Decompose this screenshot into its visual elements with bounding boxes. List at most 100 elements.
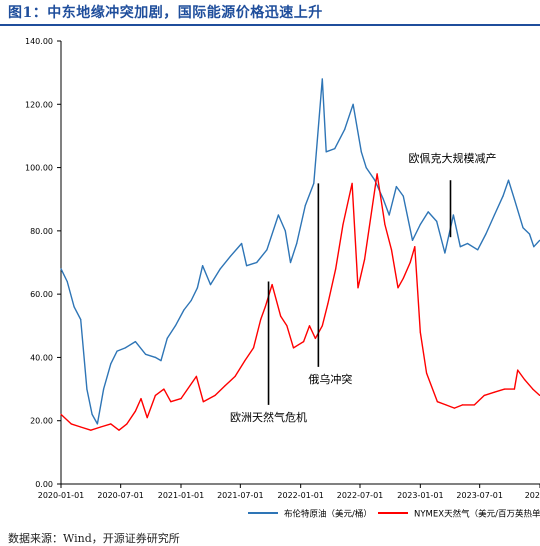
y-tick-label: 140.00 [25, 37, 53, 46]
brent-data-point [209, 284, 212, 286]
natgas-data-point [234, 375, 236, 377]
brent-data-point [427, 211, 429, 213]
natgas-data-point [504, 388, 506, 390]
natgas-data-point [286, 325, 288, 327]
nymex-natgas-line [60, 173, 540, 431]
natgas-data-point [308, 325, 311, 327]
natgas-data-point [327, 303, 329, 305]
brent-data-point [196, 287, 198, 289]
brent-data-point [60, 268, 62, 270]
natgas-data-point [409, 261, 411, 264]
natgas-data-point [397, 287, 399, 289]
brent-data-point [284, 230, 286, 232]
natgas-data-point [154, 394, 156, 396]
brent-data-point [183, 309, 185, 311]
x-tick-label: 2021-01-01 [158, 491, 205, 500]
brent-data-point [493, 214, 495, 216]
natgas-data-point [414, 246, 416, 248]
natgas-data-point [297, 344, 299, 346]
brent-data-point [304, 204, 306, 207]
brent-data-point [344, 129, 346, 131]
natgas-data-point [260, 318, 262, 321]
natgas-data-point [146, 417, 148, 419]
brent-data-point [360, 151, 362, 153]
brent-data-point [444, 252, 446, 254]
natgas-data-point [342, 223, 344, 226]
natgas-data-point [493, 391, 495, 393]
brent-data-point [485, 233, 487, 235]
natgas-data-point [118, 429, 120, 431]
natgas-data-point [280, 315, 282, 317]
x-tick-label: 2022-07-01 [337, 491, 384, 500]
x-tick-label: 2020-07-01 [97, 491, 144, 500]
natgas-data-point [195, 375, 197, 377]
natgas-data-point [70, 423, 72, 425]
brent-data-point [289, 261, 292, 264]
brent-data-point [365, 167, 367, 169]
natgas-data-point [513, 388, 516, 390]
brent-data-point [466, 242, 469, 245]
brent-data-point [124, 347, 126, 349]
natgas-data-point [224, 385, 226, 387]
y-tick-label: 120.00 [25, 100, 53, 109]
natgas-data-point [170, 401, 172, 403]
annotation-label: 欧洲天然气危机 [230, 410, 307, 424]
brent-data-point [86, 388, 88, 390]
annotation-label: 俄乌冲突 [308, 372, 352, 386]
natgas-data-point [390, 249, 393, 251]
natgas-data-point [384, 223, 386, 226]
x-tick-label: 2020-01-01 [38, 491, 85, 500]
brent-data-point [382, 198, 384, 200]
brent-data-point [91, 413, 93, 415]
natgas-data-point [202, 401, 204, 403]
brent-crude-line [60, 78, 540, 425]
brent-data-point [395, 186, 397, 188]
brent-data-point [522, 227, 524, 229]
natgas-data-point [264, 306, 266, 308]
brent-data-point [411, 239, 414, 241]
brent-data-point [402, 195, 404, 197]
brent-data-point [73, 306, 75, 308]
natgas-data-point [252, 347, 255, 349]
legend-label-brent: 布伦特原油（美元/桶） [284, 509, 372, 520]
natgas-data-point [110, 423, 112, 425]
brent-data-point [296, 242, 298, 245]
y-tick-label: 20.00 [30, 417, 53, 426]
natgas-data-point [100, 426, 102, 428]
brent-data-point [352, 103, 354, 105]
brent-data-point [334, 148, 336, 150]
natgas-data-point [532, 388, 534, 390]
brent-data-point [96, 423, 98, 425]
natgas-data-point [357, 287, 359, 289]
natgas-data-point [426, 372, 428, 374]
line-chart: 0.00 20.00 40.00 60.00 80.00 100.00 120.00 140.… [25, 37, 540, 520]
brent-data-point [219, 268, 221, 270]
natgas-data-point [364, 258, 366, 260]
natgas-data-point [134, 410, 136, 412]
chart-legend: 布伦特原油（美元/桶） NYMEX天然气（美元/百万英热单位） [248, 509, 540, 520]
brent-data-point [374, 179, 376, 181]
y-tick-label: 100.00 [25, 164, 53, 173]
brent-data-point [477, 249, 479, 251]
brent-data-point [241, 242, 243, 245]
legend-label-natgas: NYMEX天然气（美元/百万英热单位） [414, 509, 540, 520]
brent-data-point [277, 214, 279, 216]
brent-data-point [419, 223, 421, 226]
natgas-data-point [60, 413, 62, 415]
x-tick-label: 2021-07-01 [217, 491, 264, 500]
natgas-data-point [483, 394, 485, 396]
natgas-data-point [462, 404, 464, 406]
brent-data-point [452, 214, 454, 216]
natgas-data-point [453, 407, 455, 409]
brent-data-point [66, 280, 68, 283]
brent-data-point [190, 299, 192, 302]
brent-data-point [436, 220, 438, 222]
data-source-note: 数据来源：Wind，开源证券研究所 [8, 532, 180, 545]
brent-data-point [103, 388, 105, 390]
brent-data-point [313, 182, 315, 184]
brent-data-point [321, 78, 323, 80]
natgas-data-point [90, 429, 92, 431]
brent-data-point [513, 198, 516, 200]
natgas-data-point [271, 284, 273, 286]
brent-data-point [246, 265, 248, 267]
